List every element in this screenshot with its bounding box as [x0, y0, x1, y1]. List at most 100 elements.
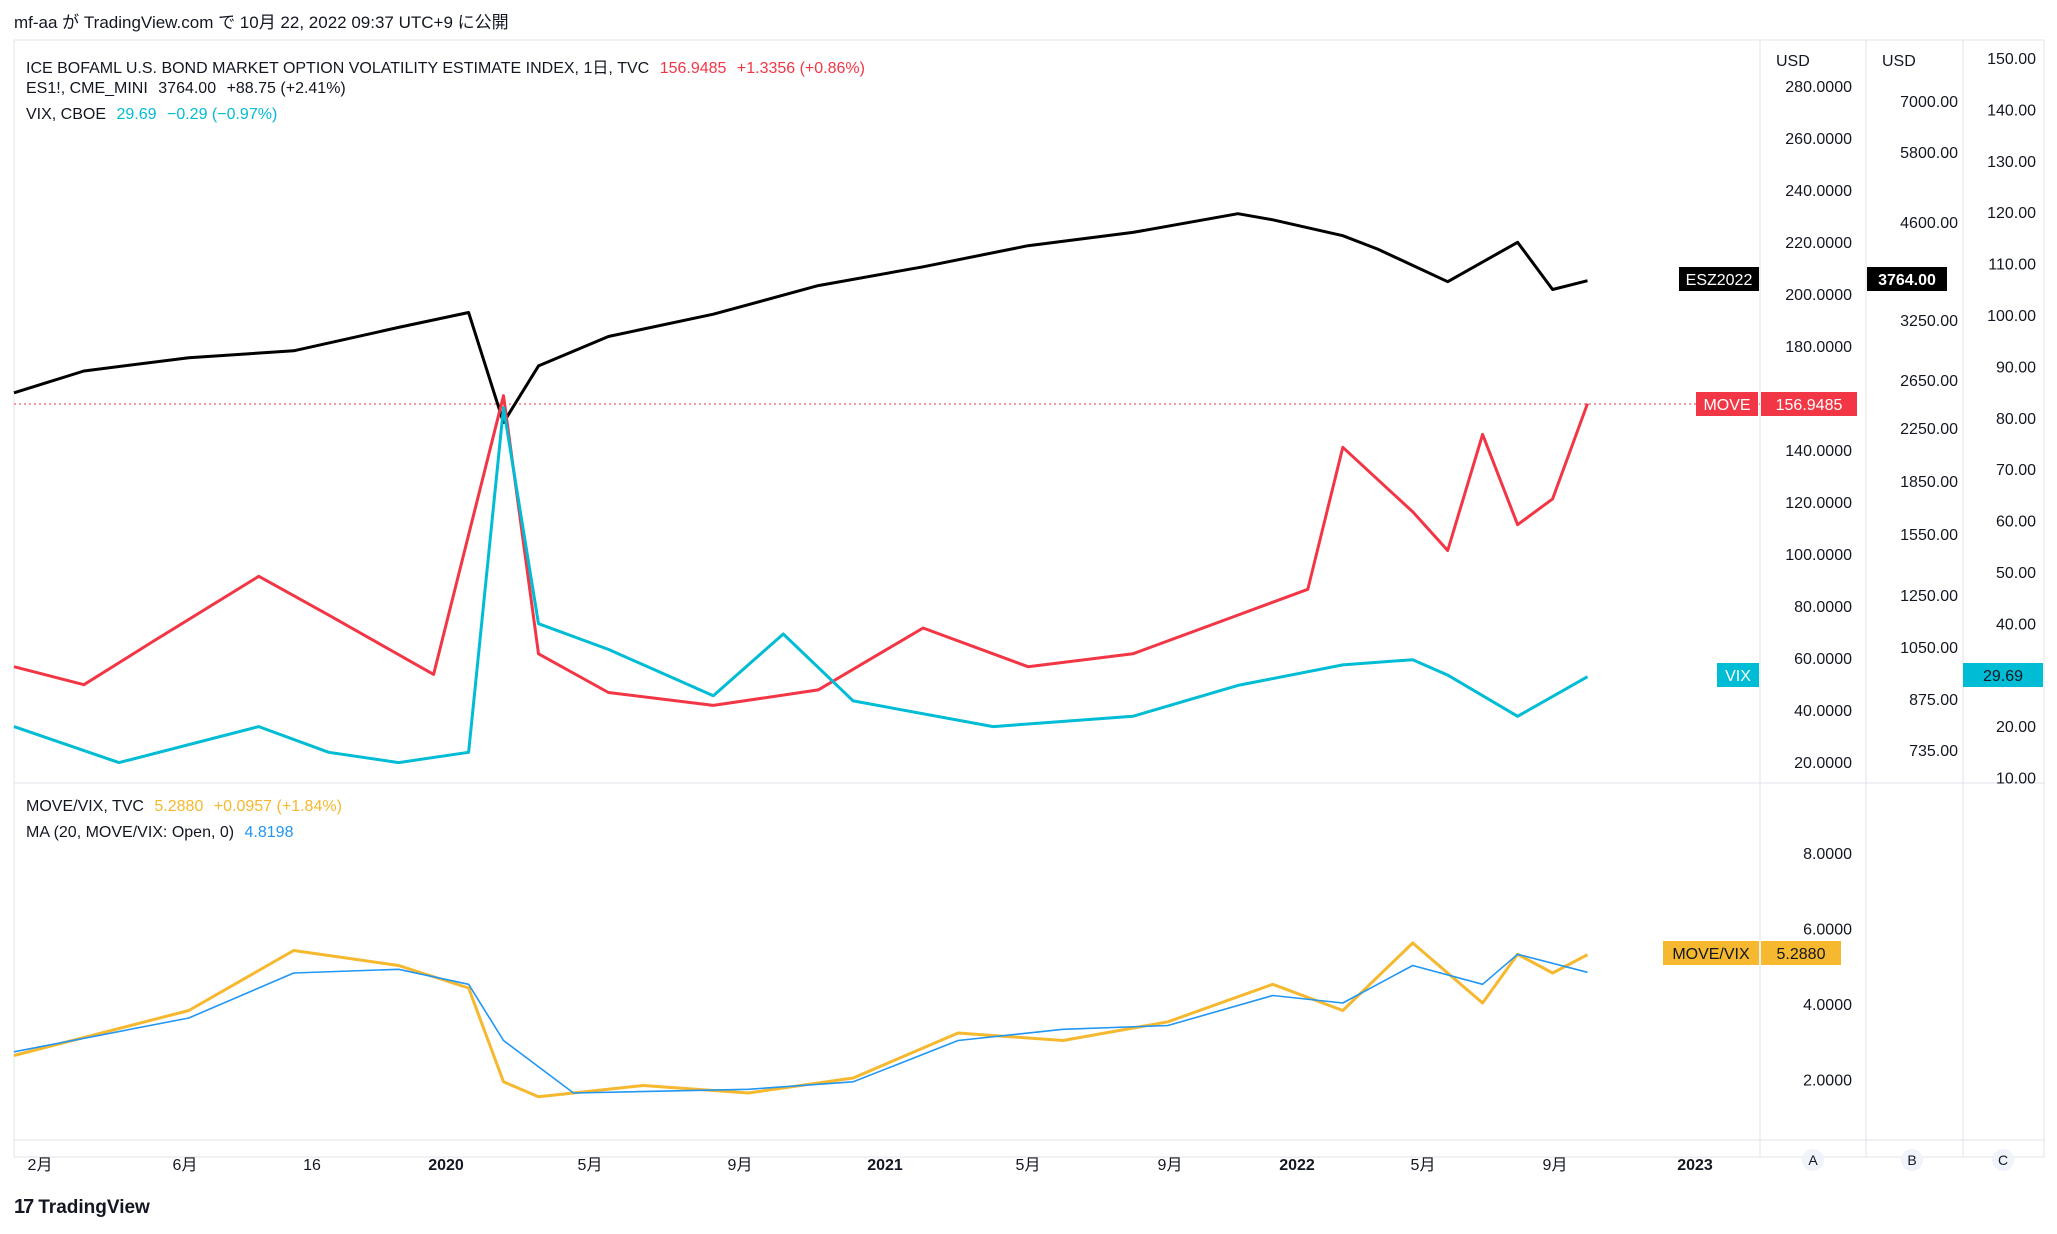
move-axis-tick-label: 20.0000 — [1794, 755, 1852, 772]
move-value-badge: 156.9485 — [1761, 392, 1857, 416]
panel-frames — [13, 39, 2045, 1158]
time-axis-tick-label: 2020 — [428, 1157, 464, 1174]
move-axis-tick-label: 280.0000 — [1785, 79, 1852, 96]
ratio-axis-tick-label: 6.0000 — [1803, 922, 1852, 939]
time-axis-tick-label: 9月 — [1543, 1157, 1568, 1174]
legend-move-change: +1.3356 (+0.86%) — [736, 60, 865, 77]
es-axis-tick-label: 5800.00 — [1900, 145, 1958, 162]
legend-es-name: ES1!, CME_MINI — [26, 80, 148, 97]
es-value-badge: 3764.00 — [1867, 267, 1947, 291]
ratio-axis-tick-label: 8.0000 — [1803, 846, 1852, 863]
vix-axis-tick-label: 60.00 — [1996, 514, 2036, 531]
legend-ma: MA (20, MOVE/VIX: Open, 0) 4.8198 — [26, 824, 299, 842]
tradingview-brand: TradingView — [38, 1196, 150, 1218]
scale-button-c[interactable]: C — [1992, 1149, 2014, 1171]
legend-vix-change: −0.29 (−0.97%) — [166, 106, 278, 123]
svg-text:A: A — [1808, 1152, 1818, 1168]
es-axis-tick-label: 735.00 — [1909, 743, 1958, 760]
es-axis-tick-label: 875.00 — [1909, 692, 1958, 709]
move-axis-tick-label: 180.0000 — [1785, 339, 1852, 356]
time-axis-tick-label: 5月 — [578, 1157, 603, 1174]
move-axis-tick-label: 240.0000 — [1785, 183, 1852, 200]
vix-axis-tick-label: 110.00 — [1988, 257, 2036, 274]
vix-axis-tick-label: 50.00 — [1996, 565, 2036, 582]
move-axis-tick-label: 140.0000 — [1785, 443, 1852, 460]
vix-axis-tick-label: 10.00 — [1996, 771, 2036, 788]
svg-text:B: B — [1907, 1152, 1916, 1168]
vix-name-badge: VIX — [1717, 663, 1759, 687]
publish-header: mf-aa が TradingView.com で 10月 22, 2022 0… — [14, 13, 509, 32]
svg-text:MOVE: MOVE — [1703, 397, 1750, 414]
es-axis-tick-label: 2650.00 — [1900, 373, 1958, 390]
svg-text:29.69: 29.69 — [1983, 668, 2023, 685]
ma-series-line — [13, 953, 1588, 1094]
vix-series-line — [13, 406, 1589, 765]
time-axis-tick-label: 2023 — [1677, 1157, 1713, 1174]
move-name-badge: MOVE — [1696, 392, 1758, 416]
move-series-line — [13, 394, 1589, 707]
vix-axis-tick-label: 80.00 — [1996, 411, 2036, 428]
legend-ratio-name: MOVE/VIX, TVC — [26, 798, 144, 815]
move-axis-tick-label: 100.0000 — [1785, 547, 1852, 564]
ratio-axis: 8.0000 6.0000 4.0000 2.0000 — [1803, 846, 1852, 1090]
ratio-series-line — [13, 941, 1589, 1099]
legend-vix-name: VIX, CBOE — [26, 106, 107, 123]
svg-text:3764.00: 3764.00 — [1878, 272, 1936, 289]
time-axis-tick-label: 2021 — [867, 1157, 903, 1174]
move-axis-tick-label: 40.0000 — [1794, 703, 1852, 720]
legend-ratio: MOVE/VIX, TVC 5.2880 +0.0957 (+1.84%) — [26, 798, 348, 816]
vix-axis-tick-label: 20.00 — [1996, 719, 2036, 736]
es-axis-tick-label: 1250.00 — [1900, 588, 1958, 605]
legend-ma-name: MA (20, MOVE/VIX: Open, 0) — [26, 824, 235, 841]
es-axis-tick-label: 1550.00 — [1900, 527, 1958, 544]
es-series-line — [13, 212, 1588, 424]
scale-button-b[interactable]: B — [1901, 1149, 1923, 1171]
time-axis-tick-label: 16 — [303, 1157, 321, 1174]
legend-es: ES1!, CME_MINI 3764.00 +88.75 (+2.41%) — [26, 80, 352, 98]
es-axis: 7000.00 5800.00 4600.00 3250.00 2650.00 2250.… — [1900, 94, 1958, 760]
es-axis-tick-label: 3250.00 — [1900, 313, 1958, 330]
move-axis-tick-label: 80.0000 — [1794, 599, 1852, 616]
tradingview-footer[interactable]: 17 TradingView — [14, 1196, 150, 1219]
move-axis-tick-label: 200.0000 — [1785, 287, 1852, 304]
move-axis-tick-label: 260.0000 — [1785, 131, 1852, 148]
svg-text:156.9485: 156.9485 — [1776, 397, 1843, 414]
svg-text:MOVE/VIX: MOVE/VIX — [1672, 946, 1750, 963]
legend-ratio-change: +0.0957 (+1.84%) — [213, 798, 342, 815]
time-axis-tick-label: 5月 — [1411, 1157, 1436, 1174]
legend-move: ICE BOFAML U.S. BOND MARKET OPTION VOLAT… — [26, 54, 871, 78]
es-axis-tick-label: 4600.00 — [1900, 215, 1958, 232]
time-axis: 2月 6月 16 2020 5月 9月 2021 5月 9月 2022 5月 9月 2023 — [28, 1157, 1713, 1174]
series-layer — [13, 212, 1589, 1099]
legend-es-change: +88.75 (+2.41%) — [226, 80, 346, 97]
vix-axis-tick-label: 120.00 — [1987, 205, 2036, 222]
es-axis-tick-label: 1850.00 — [1900, 474, 1958, 491]
ratio-axis-tick-label: 2.0000 — [1803, 1073, 1852, 1090]
vix-value-badge: 29.69 — [1963, 663, 2043, 687]
time-axis-tick-label: 2月 — [28, 1157, 53, 1174]
vix-axis-tick-label: 100.00 — [1987, 308, 2036, 325]
move-axis-tick-label: 60.0000 — [1794, 651, 1852, 668]
es-axis-tick-label: 7000.00 — [1900, 94, 1958, 111]
legend-es-value: 3764.00 — [158, 80, 217, 97]
es-axis-tick-label: 1050.00 — [1900, 640, 1958, 657]
vix-axis-tick-label: 140.00 — [1987, 102, 2036, 119]
scale-button-a[interactable]: A — [1802, 1149, 1824, 1171]
move-axis-tick-label: 120.0000 — [1785, 495, 1852, 512]
legend-move-value: 156.9485 — [659, 60, 727, 77]
es-name-badge: ESZ2022 — [1679, 267, 1759, 291]
time-axis-tick-label: 9月 — [1158, 1157, 1183, 1174]
legend-ratio-value: 5.2880 — [154, 798, 204, 815]
svg-text:ESZ2022: ESZ2022 — [1686, 272, 1753, 289]
vix-axis-tick-label: 90.00 — [1996, 359, 2036, 376]
ratio-value-badge: 5.2880 — [1761, 941, 1841, 965]
legend-vix: VIX, CBOE 29.69 −0.29 (−0.97%) — [26, 106, 283, 124]
time-axis-tick-label: 5月 — [1016, 1157, 1041, 1174]
tradingview-logo-icon: 17 — [14, 1196, 34, 1218]
move-axis-tick-label: 220.0000 — [1785, 235, 1852, 252]
svg-text:VIX: VIX — [1725, 668, 1751, 685]
vix-axis-tick-label: 70.00 — [1996, 462, 2036, 479]
svg-text:5.2880: 5.2880 — [1777, 946, 1826, 963]
move-axis: 280.0000 260.0000 240.0000 220.0000 200.0000… — [1785, 79, 1852, 772]
